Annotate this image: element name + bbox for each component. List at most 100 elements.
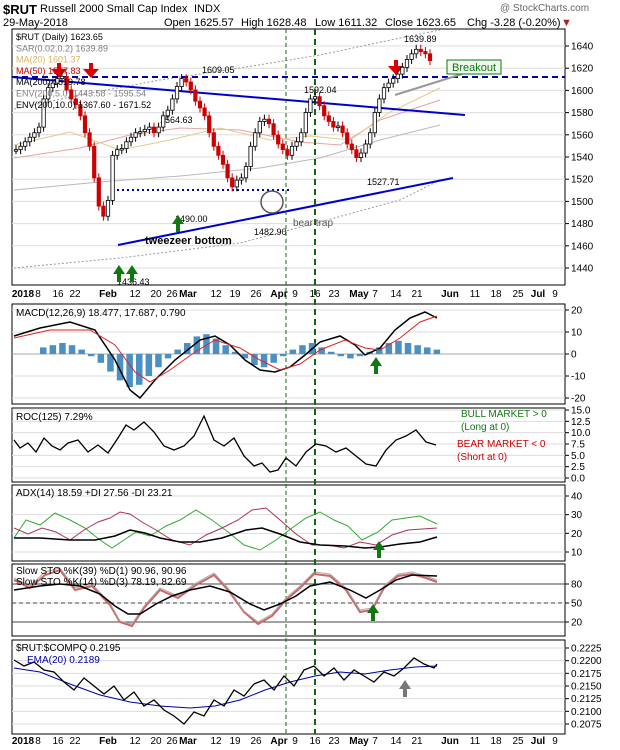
buy-arrow-icon [370, 357, 382, 374]
x-tick-label: 23 [328, 736, 340, 747]
candle-body [73, 98, 78, 105]
x-tick-label: Mar [179, 736, 197, 747]
macd-histogram-bar [251, 354, 258, 365]
x-tick-label: 22 [69, 736, 81, 747]
macd-histogram-bar [164, 354, 172, 359]
y-tick-label: 0.2125 [571, 694, 602, 705]
x-tick-label: 16 [52, 736, 64, 747]
candle-body [87, 132, 92, 147]
y-tick-label: 0.2150 [571, 682, 602, 693]
legend-item: MA(200) 1519.78 [16, 77, 86, 87]
candle-body [299, 132, 304, 143]
annot-1482: 1482.90 [254, 227, 287, 237]
candle-body [32, 132, 37, 138]
macd-histogram-bar [49, 345, 57, 354]
candle-body [308, 98, 313, 113]
y-tick-label: 1500 [571, 197, 594, 208]
candle-body [400, 66, 405, 75]
x-tick-label: 14 [390, 289, 402, 300]
sto-panel: Slow STO %K(39) %D(1) 90.96, 90.96 Slow … [12, 566, 565, 628]
x-tick-label: 9 [552, 736, 558, 747]
bear-trap-label: bear trap [293, 218, 333, 229]
candle-body [414, 48, 419, 55]
sto-slow-line [13, 574, 438, 615]
plus-di-line [13, 509, 438, 551]
x-tick-label: Feb [99, 289, 117, 300]
candle-body [69, 89, 74, 100]
sell-arrow-icon [51, 63, 67, 78]
macd-histogram-bar [97, 354, 105, 363]
annot-1609: 1609.05 [202, 65, 235, 75]
y-tick-label: 1560 [571, 130, 594, 141]
macd-histogram-bar [107, 354, 114, 372]
ma20-line [13, 87, 441, 151]
y-tick-label: 50 [571, 599, 583, 610]
y-tick-label: 20 [571, 306, 583, 317]
ema20-line [13, 665, 438, 709]
x-tick-label: 26 [166, 289, 178, 300]
price-panel: Breakout bear trap tweezeer bottom 1609.… [11, 29, 565, 734]
candles-group [13, 44, 433, 221]
y-tick-label: 0.2100 [571, 707, 602, 718]
candle-body [170, 98, 175, 111]
candle-body [345, 132, 350, 145]
adx-panel: ADX(14) 18.59 +DI 27.56 -DI 23.21 [13, 488, 438, 558]
macd-histogram-bar [270, 354, 277, 363]
close-value: Close 1623.65 [385, 17, 456, 29]
x-tick-label: 12 [210, 289, 222, 300]
chart-exchange: INDX [194, 3, 221, 15]
y-tick-label: 2.5 [571, 462, 585, 473]
macd-histogram-bar [356, 354, 364, 357]
x-tick-label: 19 [229, 289, 241, 300]
x-tick-label: 12 [129, 289, 141, 300]
bear-market-label: BEAR MARKET < 0 [457, 439, 546, 450]
x-tick-label: 9 [552, 289, 558, 300]
x-tick-label: 8 [35, 289, 41, 300]
x-tick-label: 12 [210, 736, 222, 747]
y-tick-label: 0.0 [571, 474, 585, 485]
env-upper-band [13, 29, 441, 110]
buy-arrow-icon [126, 265, 138, 282]
candle-body [271, 123, 276, 136]
y-tick-label: 1540 [571, 153, 594, 164]
macd-histogram-bar [299, 345, 306, 354]
macd-histogram-bar [232, 351, 239, 354]
y-tick-label: 0.2225 [571, 644, 602, 655]
macd-histogram-bar [395, 340, 402, 354]
x-tick-label: 26 [250, 736, 262, 747]
macd-histogram-bar [68, 345, 76, 354]
macd-histogram-bar [414, 345, 421, 354]
annot-1639: 1639.89 [404, 34, 437, 44]
watermark: @ StockCharts.com [500, 3, 590, 14]
macd-signal-line [13, 315, 438, 383]
candle-body [409, 53, 414, 60]
x-tick-label: 16 [309, 289, 321, 300]
macd-histogram-bar [212, 338, 220, 354]
candle-body [331, 121, 336, 128]
bull-market-sub: (Long at 0) [461, 422, 509, 433]
candle-body [220, 154, 226, 165]
candle-body [151, 126, 157, 134]
breakout-gray-line [394, 73, 463, 96]
candle-body [202, 107, 207, 117]
y-tick-label: 5.0 [571, 451, 585, 462]
candle-body [349, 143, 354, 151]
breakout-label: Breakout [452, 62, 496, 74]
y-tick-label: 12.5 [571, 417, 591, 428]
macd-histogram-bar [433, 349, 441, 354]
y-tick-label: 0.2175 [571, 669, 602, 680]
annot-1490: 1490.00 [175, 214, 208, 224]
macd-histogram-bar [78, 349, 85, 354]
x-tick-label: 8 [35, 736, 41, 747]
candle-body [340, 125, 345, 134]
y-tick-label: 10.0 [571, 428, 591, 439]
x-tick-label: 2018 [12, 736, 35, 747]
candle-body [101, 205, 106, 217]
y-tick-label: 20 [571, 618, 583, 629]
x-tick-label: 18 [490, 736, 502, 747]
roc-line [13, 414, 437, 473]
high-value: High 1628.48 [241, 17, 307, 29]
candle-body [404, 59, 410, 68]
sto-title-2: Slow STO %K(14) %D(3) 78.19, 82.69 [16, 577, 187, 588]
